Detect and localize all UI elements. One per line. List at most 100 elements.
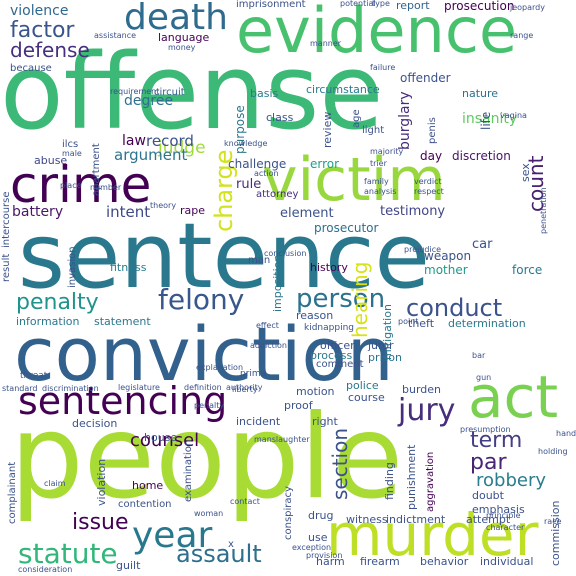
cloud-word: presumption [460,425,511,434]
cloud-word: theft [408,317,435,330]
cloud-word: imprisonment [236,0,306,10]
cloud-word: statute [18,537,118,570]
cloud-word: firearm [360,555,400,568]
cloud-word: determination [448,317,526,330]
cloud-word: basis [250,87,279,100]
cloud-word: fitness [110,261,147,274]
cloud-word: conclusion [264,249,307,258]
cloud-word: information [16,315,80,328]
cloud-word: conduct [406,294,503,322]
cloud-word: law [122,133,146,149]
cloud-word: knowledge [224,139,268,148]
cloud-word: review [321,111,334,148]
cloud-word: evidence [236,0,518,67]
cloud-word: failure [370,63,396,72]
cloud-word: contention [118,499,172,510]
cloud-word: authority [226,383,263,392]
cloud-word: report [396,0,430,12]
cloud-word: woman [194,509,224,518]
cloud-word: potential [340,0,376,8]
cloud-word: effect [256,321,279,330]
cloud-word: trier [370,159,387,168]
cloud-word: sex [519,163,532,182]
cloud-word: attorney [256,189,299,200]
cloud-word: burden [402,383,442,396]
cloud-word: drug [308,509,334,522]
cloud-word: individual [480,555,534,568]
cloud-word: jury [398,393,456,428]
cloud-word: ilcs [62,139,79,150]
cloud-word: claim [44,479,66,488]
cloud-word: harm [316,555,345,568]
cloud-word: assistance [94,31,137,40]
cloud-word: use [308,531,328,544]
cloud-word: range [510,31,534,40]
cloud-word: testimony [380,204,446,219]
cloud-word: respect [414,187,444,196]
cloud-word: weapon [424,249,472,263]
cloud-word: threat [20,371,48,381]
cloud-word: judge [158,138,206,158]
cloud-word: challenge [228,157,287,171]
cloud-word: offense [0,31,384,153]
cloud-word: aggravation [425,451,436,512]
cloud-word: witness [346,513,388,526]
cloud-word: penetration [539,187,548,234]
cloud-word: circumstance [306,83,380,96]
cloud-word: sentence [18,204,430,309]
cloud-word: offender [400,71,451,85]
cloud-word: race [544,517,562,526]
cloud-word: decision [72,417,118,430]
cloud-word: commission [549,500,562,566]
cloud-word: kidnapping [304,323,354,333]
cloud-word: course [348,391,385,404]
cloud-word: character [486,523,525,532]
cloud-word: issue [72,510,129,535]
cloud-word: action [254,169,279,178]
cloud-word: comment [316,359,364,370]
cloud-word: indictment [386,513,446,526]
cloud-word: consideration [18,565,73,574]
cloud-word: day [420,149,443,163]
cloud-word: penis [427,117,438,144]
cloud-word: money [168,43,196,52]
cloud-word: verdict [414,177,442,186]
cloud-word: majority [370,147,404,156]
cloud-word: motion [296,385,335,398]
cloud-word: conspiracy [283,486,294,540]
cloud-word: point [398,317,419,326]
cloud-word: hand [556,429,576,438]
cloud-word: insanity [462,111,518,127]
cloud-word: counsel [130,430,200,451]
cloud-word: prosecutor [314,221,379,235]
cloud-word: invasion [67,246,78,288]
cloud-word: definition [184,383,222,392]
cloud-word: analysis [364,187,397,196]
cloud-word: requirement [110,87,160,96]
cloud-word: statement [94,315,151,328]
cloud-word: prejudice [404,245,442,254]
cloud-word: home [132,479,164,492]
cloud-word: prima [240,369,267,379]
cloud-word: complainant [7,461,18,524]
cloud-word: prison [368,351,402,364]
cloud-word: age [351,109,362,128]
cloud-word: robbery [476,470,546,491]
cloud-word: reason [296,309,334,322]
cloud-word: violence [10,3,69,19]
cloud-word: house [144,431,178,444]
cloud-word: force [512,263,543,277]
cloud-word: exception [292,543,332,552]
cloud-word: juror [368,339,394,352]
cloud-word: theory [150,201,177,210]
cloud-word: term [470,428,523,453]
cloud-word: type [372,0,390,8]
cloud-word: bar [472,351,486,360]
cloud-word: life [479,111,493,130]
cloud-word: defense [10,38,90,62]
cloud-word: finding [383,462,396,500]
cloud-word: par [470,450,507,475]
cloud-word: section [328,427,352,500]
cloud-word: number [90,183,122,192]
